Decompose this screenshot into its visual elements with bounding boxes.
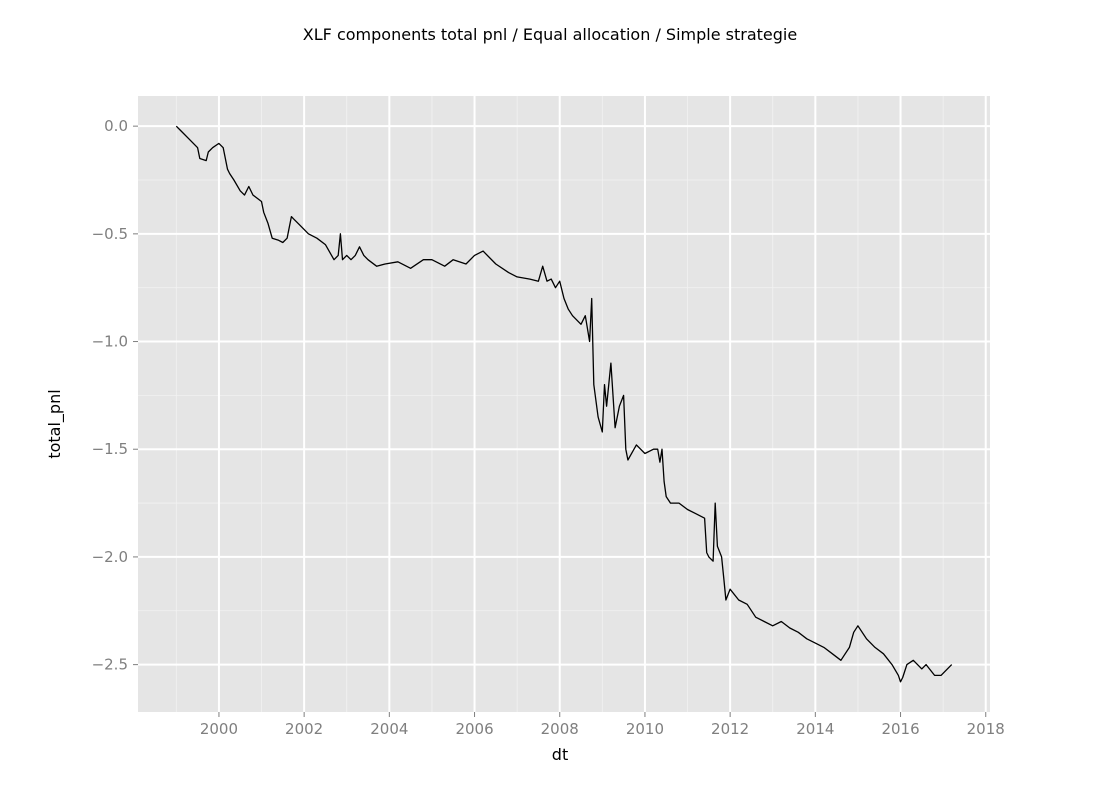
x-axis-ticks: 2000 2002 2004 2006 2008 2010 2012 2014 2016 2018 (200, 712, 1005, 738)
x-tick-label: 2014 (796, 720, 834, 738)
minor-gridlines (138, 96, 990, 712)
x-tick-label: 2012 (711, 720, 749, 738)
y-axis-ticks: 0.0 −0.5 −1.0 −1.5 −2.0 −2.5 (92, 117, 138, 674)
y-tick-label: −2.0 (92, 548, 128, 566)
y-axis-title: total_pnl (45, 389, 65, 458)
chart-title: XLF components total pnl / Equal allocat… (303, 25, 797, 44)
y-tick-label: −1.0 (92, 333, 128, 351)
x-tick-label: 2000 (200, 720, 238, 738)
y-tick-label: −2.5 (92, 656, 128, 674)
x-tick-label: 2010 (626, 720, 664, 738)
x-tick-label: 2016 (881, 720, 919, 738)
plot-panel (138, 96, 990, 712)
y-tick-label: −1.5 (92, 440, 128, 458)
total-pnl-series-line (175, 125, 953, 683)
x-tick-label: 2004 (370, 720, 408, 738)
major-gridlines (138, 96, 990, 712)
x-tick-label: 2008 (541, 720, 579, 738)
x-tick-label: 2018 (967, 720, 1005, 738)
y-tick-label: 0.0 (104, 117, 128, 135)
x-tick-label: 2006 (455, 720, 493, 738)
x-axis-title: dt (552, 745, 568, 764)
x-tick-label: 2002 (285, 720, 323, 738)
y-tick-label: −0.5 (92, 225, 128, 243)
